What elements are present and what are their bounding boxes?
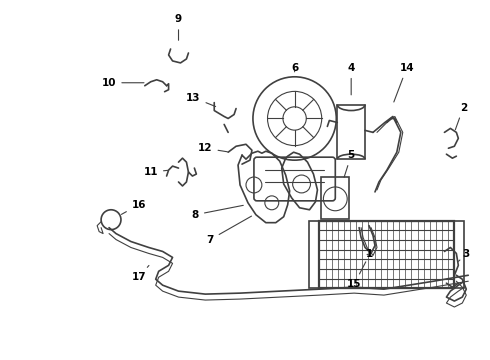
Bar — [454, 221, 465, 288]
Text: 6: 6 — [291, 63, 298, 73]
Text: 17: 17 — [131, 265, 149, 282]
Text: 11: 11 — [144, 167, 168, 177]
Bar — [337, 105, 365, 159]
Text: 9: 9 — [175, 14, 182, 40]
Bar — [310, 221, 319, 288]
Text: 7: 7 — [207, 216, 251, 244]
Text: 13: 13 — [186, 93, 216, 107]
Text: 14: 14 — [394, 63, 414, 102]
Text: 8: 8 — [192, 205, 243, 220]
Text: 3: 3 — [458, 249, 470, 261]
Text: 10: 10 — [102, 78, 144, 88]
Text: 1: 1 — [366, 249, 373, 260]
Bar — [319, 221, 454, 288]
Text: 5: 5 — [344, 150, 355, 177]
Text: 4: 4 — [347, 63, 355, 95]
Text: 2: 2 — [455, 103, 467, 130]
Text: 15: 15 — [347, 262, 366, 289]
Text: 12: 12 — [198, 143, 227, 153]
Text: 16: 16 — [122, 200, 146, 215]
Bar — [321, 177, 349, 219]
